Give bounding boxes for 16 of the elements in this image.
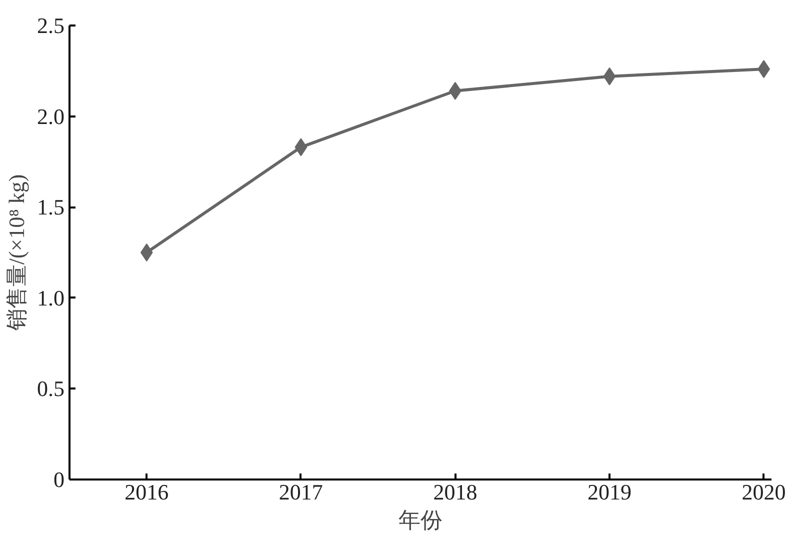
y-tick-label: 0	[54, 467, 64, 492]
x-tick-label: 2018	[433, 480, 478, 504]
y-tick-label: 1.5	[37, 194, 64, 220]
point	[294, 138, 308, 156]
y-axis-title: 销售量/(×10⁸ kg)	[4, 174, 29, 332]
x-tick-label: 2017	[278, 480, 323, 504]
y-tick-label: 1.0	[37, 285, 64, 310]
point	[603, 67, 616, 86]
y-tick-label: 0.5	[37, 376, 64, 402]
y-tick-label: 2.0	[37, 104, 64, 129]
point	[140, 244, 153, 262]
x-axis-title: 年份	[398, 508, 442, 532]
x-tick-label: 2019	[588, 480, 632, 504]
x-tick-label: 2020	[742, 480, 786, 504]
y-tick-label: 2.5	[37, 13, 64, 38]
x-tick-label: 2016	[124, 480, 169, 504]
